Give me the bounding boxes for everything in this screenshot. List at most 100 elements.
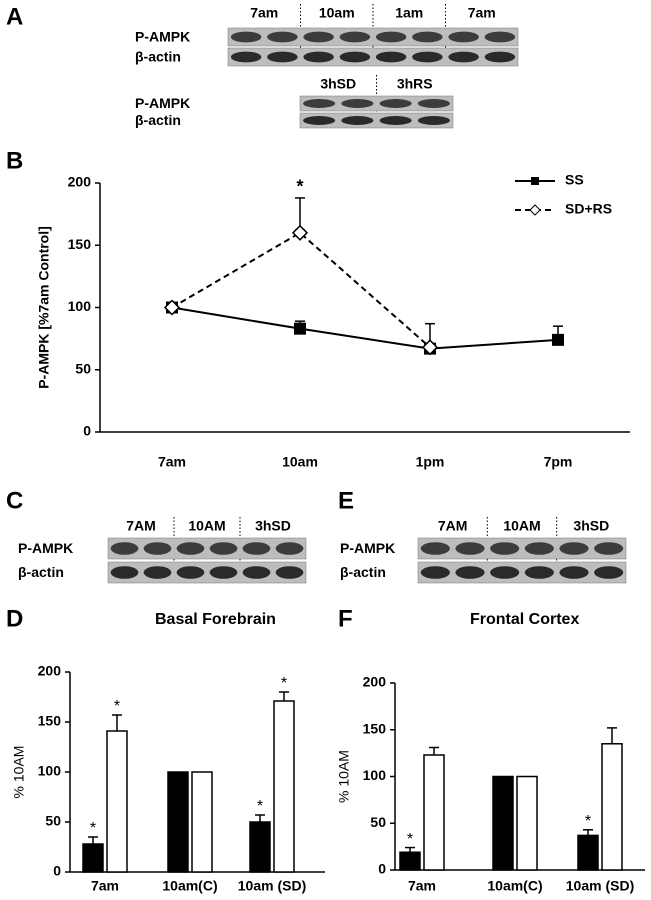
blot-band: [242, 542, 271, 555]
x-tick-label: 10am: [282, 454, 318, 470]
chart-title: Frontal Cortex: [470, 611, 579, 628]
blot-band: [448, 51, 479, 63]
panel-letter: D: [6, 605, 23, 632]
bar: [273, 700, 295, 873]
point: [552, 333, 564, 346]
y-tick-label: 0: [378, 861, 386, 877]
significance-star: *: [90, 820, 96, 837]
y-tick-label: 100: [363, 767, 387, 783]
blot-band: [375, 51, 407, 63]
blot-band: [341, 116, 374, 125]
y-tick-label: 150: [38, 713, 62, 729]
blot-band: [339, 31, 371, 43]
blot-band: [484, 51, 516, 63]
row-label: P-AMPK: [135, 95, 190, 111]
blot-band: [303, 116, 336, 125]
point: [421, 339, 439, 356]
blot-band: [375, 31, 407, 43]
blot-band: [490, 542, 520, 555]
blot-band: [303, 99, 336, 108]
blot-band: [412, 31, 443, 43]
blot-band: [417, 116, 450, 125]
bar: [191, 771, 213, 873]
bar: [516, 775, 538, 871]
x-tick-label: 10am(C): [162, 878, 217, 894]
y-axis-label: % 10AM: [11, 746, 27, 799]
lane-label: 1am: [395, 5, 423, 21]
x-tick-label: 10am(C): [487, 878, 542, 894]
row-label: P-AMPK: [135, 29, 190, 45]
row-label: P-AMPK: [18, 540, 73, 556]
blot-band: [230, 31, 262, 43]
blot-strip: [299, 95, 454, 112]
blot-strip: [227, 47, 519, 67]
series-line: [171, 306, 559, 350]
blot-band: [484, 31, 516, 43]
bar: [492, 775, 514, 871]
blot-band: [303, 51, 334, 63]
x-tick-label: 10am (SD): [566, 878, 634, 894]
blot-band: [379, 116, 412, 125]
lane-label: 3hSD: [573, 518, 609, 534]
y-tick-label: 0: [53, 863, 61, 879]
legend-label: SD+RS: [565, 201, 612, 217]
legend-label: SS: [565, 172, 584, 188]
series-line: [171, 231, 431, 349]
y-tick-label: 100: [68, 298, 92, 314]
lane-label: 7AM: [438, 518, 468, 534]
x-tick-label: 7am: [158, 454, 186, 470]
blot-band: [267, 51, 298, 63]
blot-band: [275, 566, 304, 579]
significance-star: *: [296, 177, 303, 197]
x-tick-label: 7pm: [544, 454, 573, 470]
blot-strip: [299, 112, 454, 129]
row-label: β-actin: [18, 564, 64, 580]
bar: [601, 743, 623, 871]
blot-band: [524, 542, 554, 555]
point: [291, 224, 309, 241]
bar: [249, 821, 271, 873]
y-tick-label: 150: [363, 720, 387, 736]
blot-strip: [227, 27, 519, 47]
bar: [167, 771, 189, 873]
blot-band: [490, 566, 520, 579]
blot-band: [209, 566, 238, 579]
panel-letter: A: [6, 3, 23, 30]
y-tick-label: 50: [370, 814, 386, 830]
blot-band: [176, 542, 205, 555]
blot-band: [242, 566, 271, 579]
bar: [423, 754, 445, 871]
blot-band: [110, 542, 139, 555]
blot-band: [209, 542, 238, 555]
row-label: β-actin: [340, 564, 386, 580]
blot-band: [267, 31, 298, 43]
lane-label: 3hSD: [255, 518, 291, 534]
blot-band: [176, 566, 205, 579]
x-tick-label: 7am: [91, 878, 119, 894]
bar: [577, 834, 599, 871]
blot-band: [524, 566, 554, 579]
legend-marker: [531, 177, 539, 185]
blot-band: [559, 542, 589, 555]
bar: [106, 730, 128, 873]
y-axis-label: % 10AM: [336, 750, 352, 803]
x-tick-label: 1pm: [416, 454, 445, 470]
bar: [82, 843, 104, 873]
lane-label: 7AM: [126, 518, 156, 534]
y-tick-label: 100: [38, 763, 62, 779]
blot-band: [143, 566, 172, 579]
point: [163, 299, 181, 316]
x-tick-label: 7am: [408, 878, 436, 894]
blot-band: [303, 31, 334, 43]
y-tick-label: 50: [75, 360, 91, 376]
blot-band: [143, 542, 172, 555]
blot-band: [339, 51, 371, 63]
chart-title: Basal Forebrain: [155, 611, 276, 628]
lane-label: 3hRS: [397, 76, 433, 92]
y-tick-label: 200: [38, 663, 62, 679]
blot-band: [420, 566, 450, 579]
lane-label: 10AM: [503, 518, 540, 534]
blot-band: [594, 566, 624, 579]
y-tick-label: 200: [363, 674, 387, 690]
